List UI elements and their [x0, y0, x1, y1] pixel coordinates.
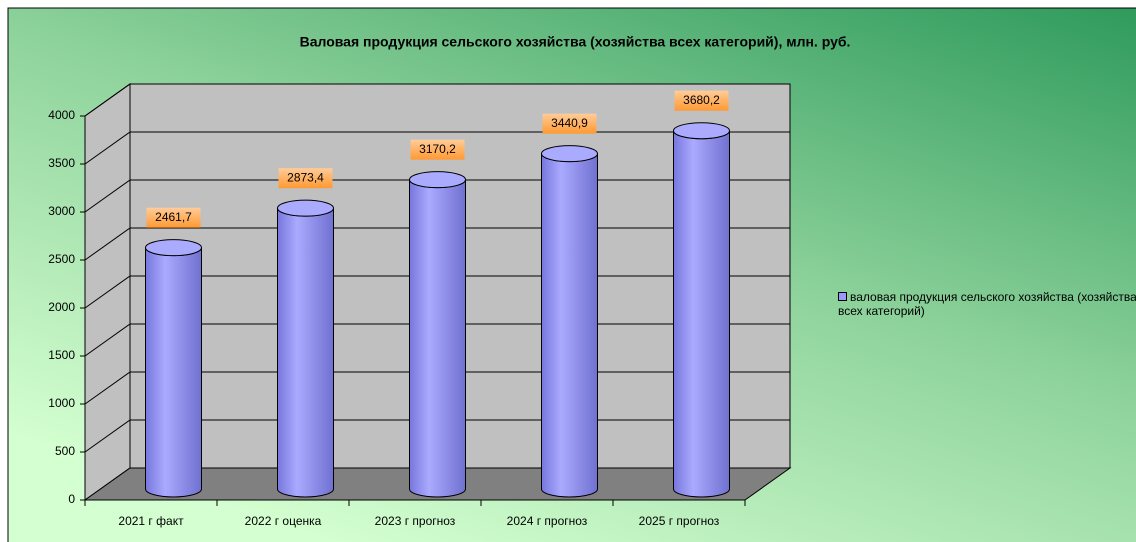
- y-tick-label: 1500: [48, 348, 75, 362]
- legend-label: валовая продукция сельского хозяйства (х…: [838, 290, 1136, 318]
- data-label: 2873,4: [287, 170, 324, 184]
- bar: [277, 208, 334, 498]
- data-label: 3440,9: [551, 116, 588, 130]
- data-label: 3170,2: [419, 142, 456, 156]
- grid-line: [84, 419, 131, 453]
- y-tick-label: 3000: [48, 204, 75, 218]
- bar-top: [409, 171, 466, 189]
- bar-top: [541, 145, 598, 163]
- x-tick-label: 2025 г прогноз: [639, 514, 720, 528]
- grid-line: [84, 371, 131, 405]
- x-tick-label: 2024 г прогноз: [507, 514, 588, 528]
- legend: валовая продукция сельского хозяйства (х…: [838, 290, 1136, 318]
- x-tick-label: 2022 г оценка: [245, 514, 322, 528]
- y-tick-label: 500: [55, 444, 75, 458]
- y-tick-label: 1000: [48, 396, 75, 410]
- data-label-bg: [278, 168, 333, 189]
- y-tick-label: 3500: [48, 156, 75, 170]
- bar: [541, 153, 598, 498]
- bar-top: [673, 122, 730, 140]
- chart-title: Валовая продукция сельского хозяйства (х…: [300, 34, 851, 50]
- data-label-bg: [542, 113, 597, 134]
- bar: [673, 130, 730, 498]
- y-tick-label: 2000: [48, 300, 75, 314]
- data-label-bg: [410, 139, 465, 160]
- bar-top: [145, 239, 202, 257]
- data-label-bg: [674, 90, 729, 111]
- data-label: 2461,7: [155, 210, 192, 224]
- data-label: 3680,2: [683, 93, 720, 107]
- bar: [409, 179, 466, 498]
- x-tick-label: 2021 г факт: [118, 514, 184, 528]
- grid-line: [84, 323, 131, 357]
- y-tick-label: 0: [68, 492, 75, 506]
- y-tick-label: 4000: [48, 108, 75, 122]
- grid-line: [84, 275, 131, 309]
- bar: [145, 247, 202, 498]
- bar-top: [277, 199, 334, 217]
- data-label-bg: [146, 207, 201, 228]
- y-tick-label: 2500: [48, 252, 75, 266]
- grid-line: [84, 179, 131, 213]
- grid-line: [84, 227, 131, 261]
- grid-line: [84, 83, 131, 117]
- x-tick-label: 2023 г прогноз: [375, 514, 456, 528]
- legend-swatch: [838, 292, 847, 301]
- grid-line: [84, 131, 131, 165]
